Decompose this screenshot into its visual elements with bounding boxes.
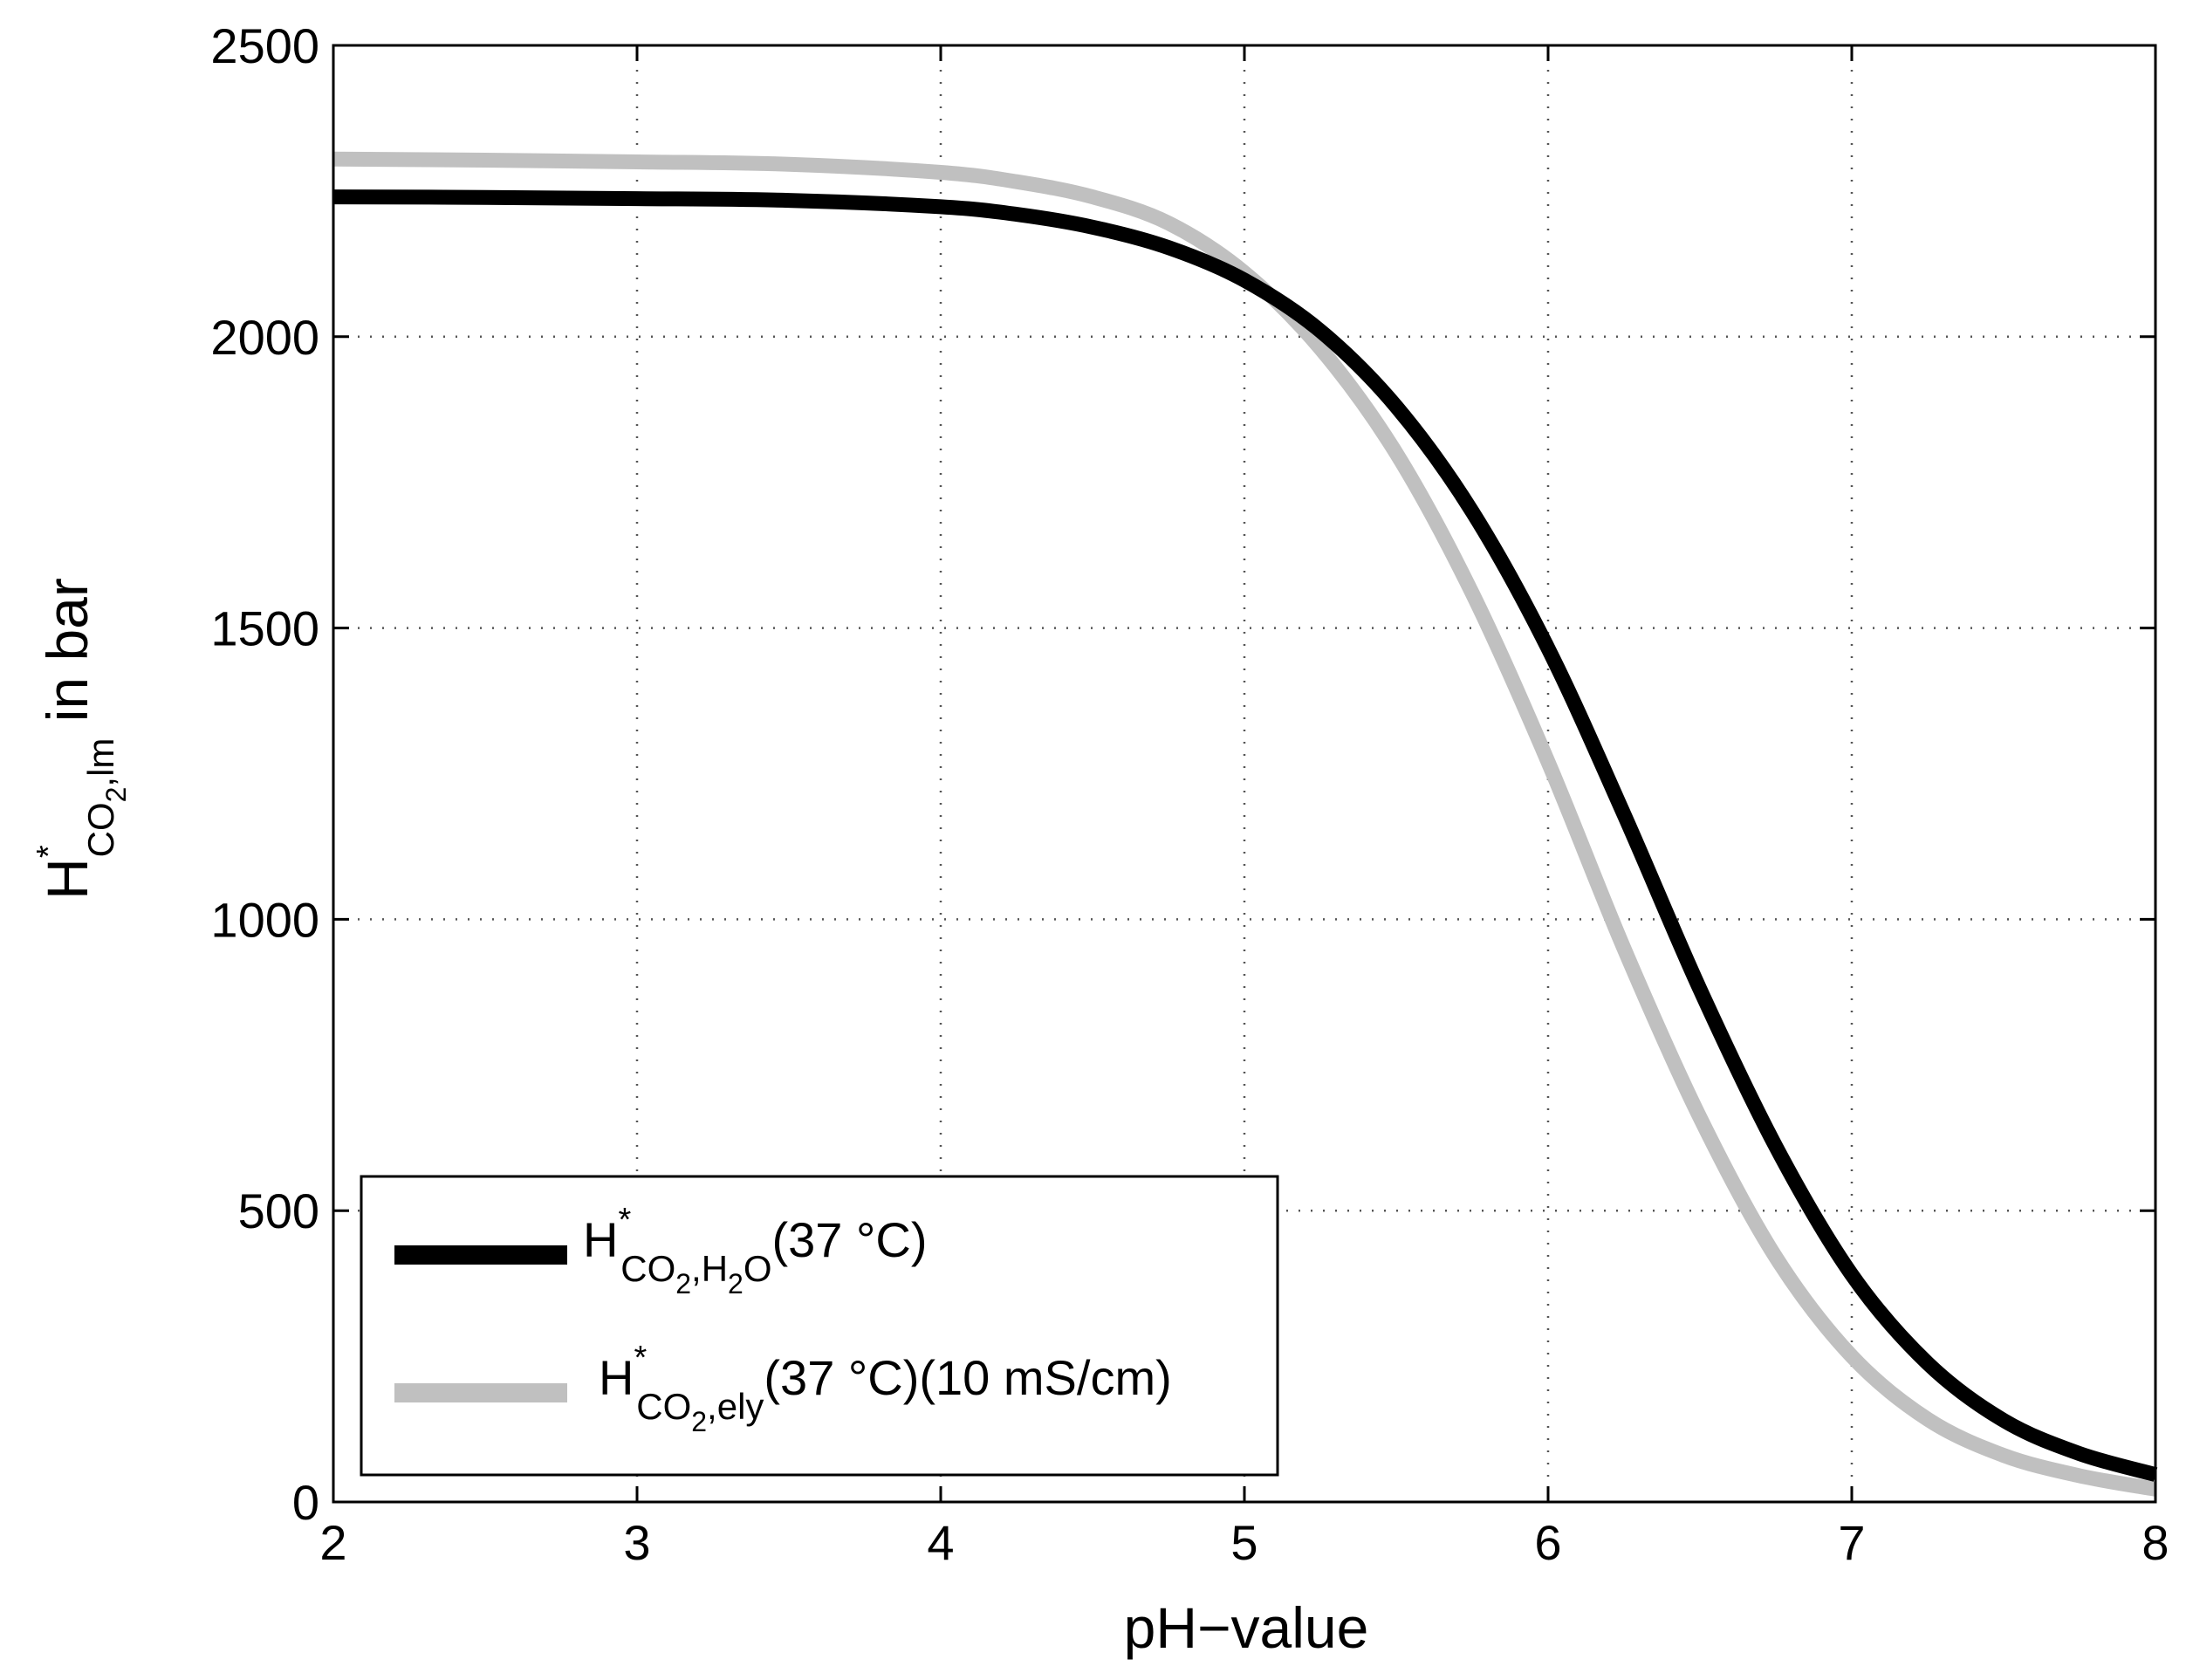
x-tick-label-8: 8 — [2141, 1515, 2169, 1570]
legend-1-sub-a: CO — [636, 1386, 691, 1427]
x-tick-label-3: 3 — [623, 1515, 650, 1570]
legend-0-sub-2: 2 — [675, 1268, 691, 1299]
x-tick-label-5: 5 — [1230, 1515, 1257, 1570]
x-axis-label: pH−value — [1124, 1595, 1369, 1660]
y-label-main: H — [35, 858, 99, 900]
legend-1-sub-b: ,ely — [707, 1386, 764, 1427]
y-tick-label-1500: 1500 — [210, 601, 319, 656]
y-tick-label-0: 0 — [292, 1475, 319, 1530]
legend-1-suffix: (37 °C)(10 mS/cm) — [764, 1350, 1171, 1405]
x-tick-label-4: 4 — [927, 1515, 954, 1570]
y-label-sub-b: ,lm — [80, 738, 121, 787]
legend-1-star: * — [634, 1340, 647, 1376]
y-tick-label-500: 500 — [238, 1183, 319, 1238]
y-tick-label-2000: 2000 — [210, 310, 319, 365]
series-group — [332, 151, 2158, 1497]
series-line-1 — [332, 151, 2157, 1497]
legend-1-sub-2: 2 — [691, 1406, 707, 1437]
legend-0-sub-a: CO — [620, 1248, 675, 1289]
x-tick-label-6: 6 — [1534, 1515, 1561, 1570]
series-line-0 — [332, 189, 2158, 1482]
y-label-sub-2: 2 — [100, 787, 132, 803]
y-tick-label-2500: 2500 — [210, 18, 319, 73]
y-axis-label: H* CO2,lm in bar — [31, 578, 132, 900]
legend-box — [360, 1175, 1279, 1477]
legend-0-sub-b: ,H — [691, 1248, 728, 1289]
y-axis-label-text: H* CO2,lm in bar — [31, 578, 132, 900]
tick-labels: 2 3 4 5 6 7 8 0 500 1000 1500 2000 2500 — [210, 18, 2169, 1570]
y-tick-label-1000: 1000 — [210, 892, 319, 947]
legend-label-ely: H* CO2,ely(37 °C)(10 mS/cm) — [599, 1340, 1172, 1437]
legend-0-main: H — [583, 1212, 618, 1267]
x-tick-label-7: 7 — [1838, 1515, 1865, 1570]
legend: H* CO2,H2O(37 °C) H* CO2,ely(37 °C)(10 mS/… — [360, 1175, 1279, 1477]
tick-marks — [332, 44, 2157, 1504]
legend-0-star: * — [618, 1202, 631, 1238]
legend-0-suffix: (37 °C) — [772, 1212, 928, 1267]
x-tick-label-2: 2 — [319, 1515, 346, 1570]
legend-label-h2o: H* CO2,H2O(37 °C) — [583, 1202, 928, 1299]
legend-0-sub-d: O — [744, 1248, 772, 1289]
y-label-suffix: in bar — [35, 578, 99, 737]
legend-0-sub-c: 2 — [728, 1268, 744, 1299]
legend-1-main: H — [599, 1350, 634, 1405]
y-label-sub-a: CO — [80, 802, 121, 857]
y-label-star: * — [31, 845, 67, 858]
